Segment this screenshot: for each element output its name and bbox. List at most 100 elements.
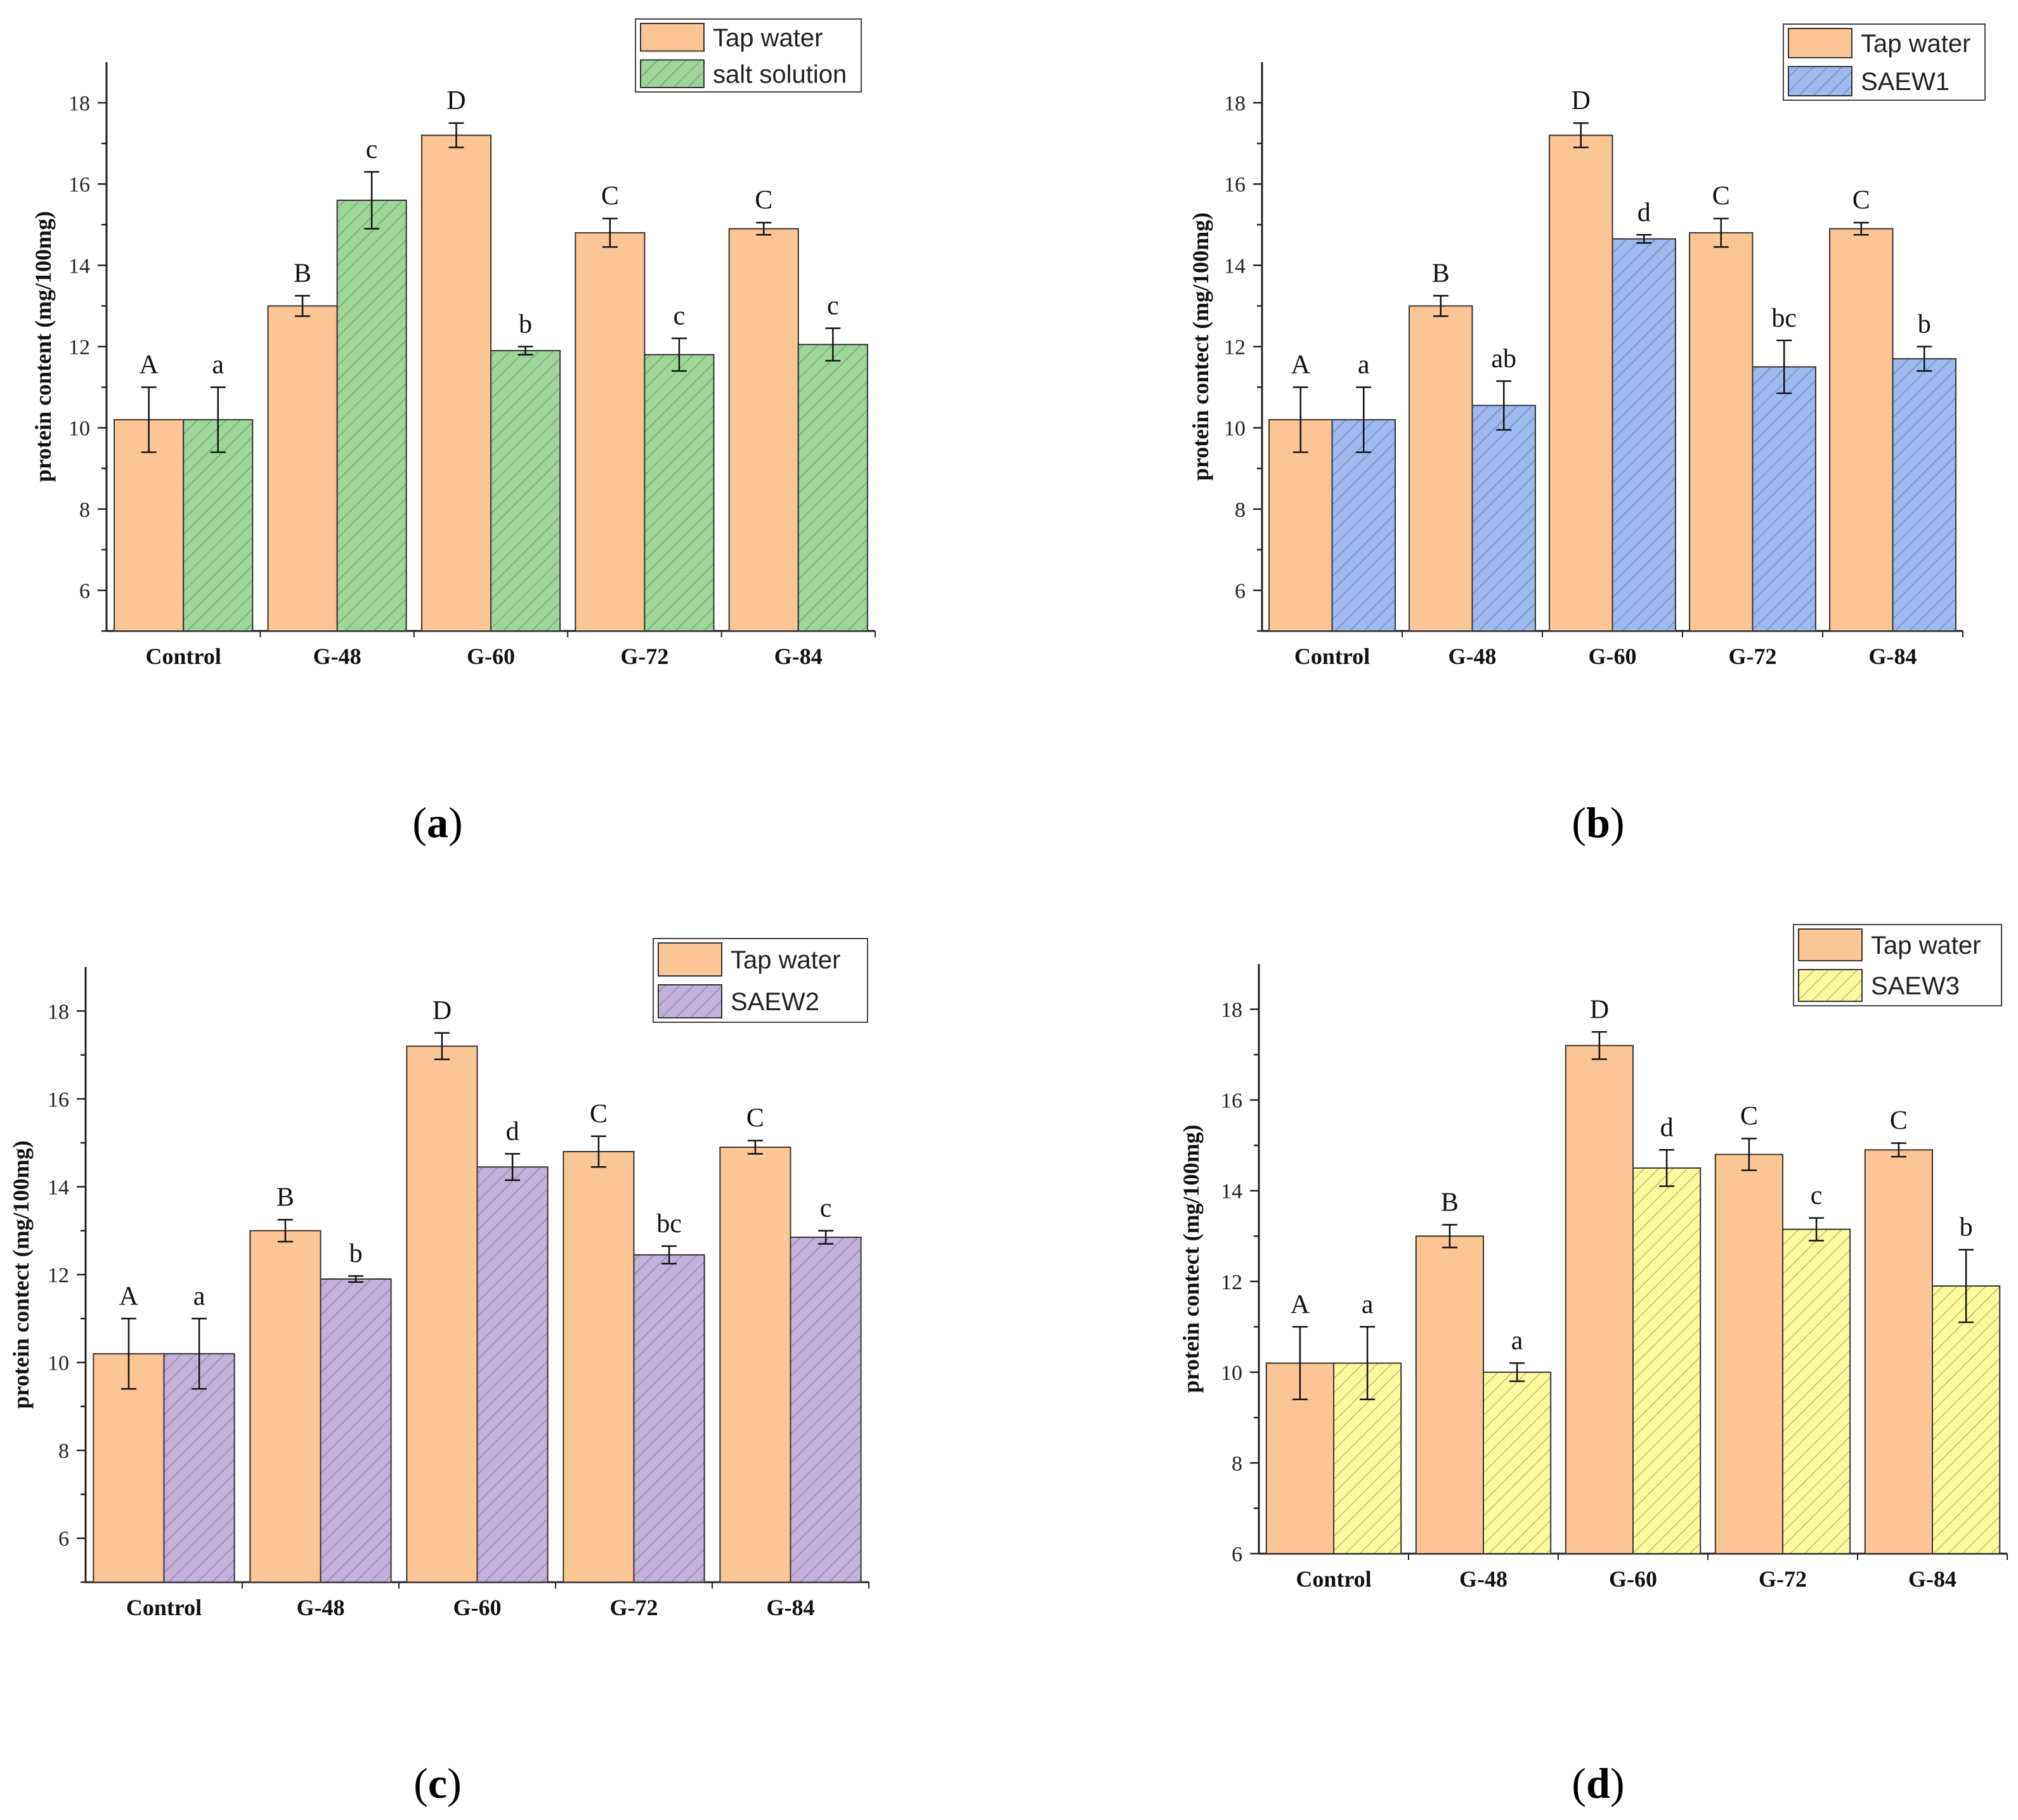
significance-label: a	[1358, 351, 1370, 380]
y-tick-label: 14	[68, 254, 90, 278]
panel-c: 6 8 10 12 14 16 18 protein contect (mg/100mg) Co…	[8, 938, 869, 1807]
significance-label: A	[139, 351, 159, 380]
legend-entry: salt solution	[713, 60, 847, 88]
y-tick-label: 10	[68, 417, 90, 441]
y-tick-label: 6	[58, 1528, 69, 1551]
y-tick-label: 16	[1224, 173, 1246, 197]
legend: Tap water SAEW3	[1793, 924, 2002, 1006]
y-tick-label: 10	[1224, 417, 1246, 441]
y-tick-label: 14	[48, 1176, 69, 1199]
x-tick-label: Control	[1294, 644, 1370, 669]
bar-hatch	[1483, 1372, 1551, 1554]
caption-letter: d	[1586, 1759, 1610, 1807]
significance-label: b	[1960, 1213, 1973, 1242]
x-tick-label: G-60	[467, 644, 515, 669]
significance-label: C	[590, 1100, 608, 1129]
significance-label: A	[119, 1282, 139, 1311]
legend-entry: Tap water	[1871, 932, 1981, 959]
significance-label: C	[1740, 1102, 1758, 1131]
bar-hatch	[1332, 419, 1395, 631]
x-tick-label: G-84	[767, 1595, 815, 1620]
legend-swatch-hatch	[641, 60, 704, 88]
significance-label: A	[1291, 351, 1311, 380]
legend-swatch	[658, 942, 722, 977]
x-tick-label: G-48	[1448, 644, 1497, 669]
legend-swatch	[640, 23, 705, 52]
bar-hatch	[491, 350, 561, 631]
x-tick-label: G-48	[1459, 1566, 1507, 1592]
significance-label: b	[1918, 310, 1931, 339]
significance-label: bc	[1771, 304, 1797, 333]
bar-hatch	[644, 354, 714, 631]
significance-label: a	[1362, 1290, 1374, 1319]
legend-entry: Tap water	[731, 946, 840, 974]
legend-entry: Tap water	[713, 24, 823, 52]
y-tick-label: 18	[1224, 92, 1246, 115]
caption-paren-close: )	[448, 798, 463, 847]
significance-label: B	[294, 259, 311, 288]
y-axis-label: protein contect (mg/100mg)	[1178, 1124, 1204, 1393]
x-tick-label: G-72	[1759, 1566, 1807, 1592]
legend-swatch-hatch	[1799, 970, 1862, 1001]
caption-paren-open: (	[1572, 1759, 1586, 1807]
bar	[575, 232, 646, 632]
x-tick-label: G-84	[1869, 644, 1917, 669]
bar-hatch	[1752, 367, 1816, 631]
bar	[406, 1045, 478, 1583]
x-tick-label: G-48	[313, 644, 361, 669]
x-tick-label: G-72	[610, 1595, 658, 1620]
legend-entry: SAEW2	[731, 988, 819, 1016]
significance-label: C	[1852, 186, 1870, 215]
x-tick-label: G-72	[1729, 644, 1777, 669]
bar	[719, 1147, 791, 1583]
x-tick-label: Control	[126, 1595, 202, 1620]
significance-label: C	[601, 182, 619, 211]
legend-entry: Tap water	[1861, 30, 1970, 58]
significance-label: a	[193, 1282, 205, 1311]
caption-letter: a	[427, 798, 448, 847]
bar	[93, 1353, 165, 1583]
y-tick-label: 10	[1221, 1362, 1242, 1385]
y-tick-label: 12	[1221, 1271, 1242, 1294]
y-tick-label: 12	[1224, 336, 1246, 360]
legend-swatch-hatch	[658, 985, 722, 1018]
y-axis-label: protein contect (mg/100mg)	[8, 1140, 34, 1408]
caption-paren-close: )	[447, 1759, 462, 1807]
significance-label: d	[1660, 1113, 1674, 1142]
x-tick-label: Control	[146, 644, 221, 669]
x-tick-label: G-60	[453, 1595, 502, 1620]
y-tick-label: 12	[48, 1264, 69, 1287]
caption-paren-open: (	[1572, 798, 1586, 847]
x-tick-label: G-84	[774, 644, 823, 669]
legend-swatch-hatch	[1788, 67, 1852, 96]
significance-label: a	[1511, 1327, 1523, 1356]
y-tick-label: 8	[58, 1440, 69, 1463]
y-tick-label: 16	[1221, 1089, 1242, 1113]
caption-paren-close: )	[1610, 798, 1625, 847]
bar	[728, 228, 799, 632]
y-tick-label: 18	[1221, 999, 1242, 1022]
bar	[114, 419, 185, 632]
significance-label: C	[1712, 182, 1730, 211]
y-tick-label: 16	[68, 173, 90, 197]
y-tick-label: 12	[68, 336, 90, 360]
bar-hatch	[337, 200, 407, 631]
panel-caption: (d)	[1572, 1759, 1624, 1807]
legend-entry: SAEW3	[1871, 972, 1960, 1000]
significance-label: A	[1291, 1290, 1310, 1319]
bar-hatch	[798, 344, 868, 631]
legend: Tap water SAEW2	[653, 938, 868, 1023]
significance-label: B	[277, 1183, 294, 1212]
panel-d: 6 8 10 12 14 16 18 protein contect (mg/100mg) Co…	[1178, 924, 2008, 1807]
significance-label: C	[755, 186, 772, 215]
bar	[1714, 1154, 1784, 1554]
significance-label: C	[746, 1104, 764, 1133]
significance-label: d	[1637, 198, 1651, 227]
panel-caption: (c)	[413, 1759, 462, 1807]
bar-hatch	[183, 419, 253, 631]
significance-label: ab	[1491, 344, 1516, 374]
bar	[249, 1230, 322, 1583]
y-tick-label: 6	[1232, 1543, 1242, 1566]
bar-hatch	[1612, 238, 1676, 632]
caption-letter: c	[428, 1759, 447, 1807]
